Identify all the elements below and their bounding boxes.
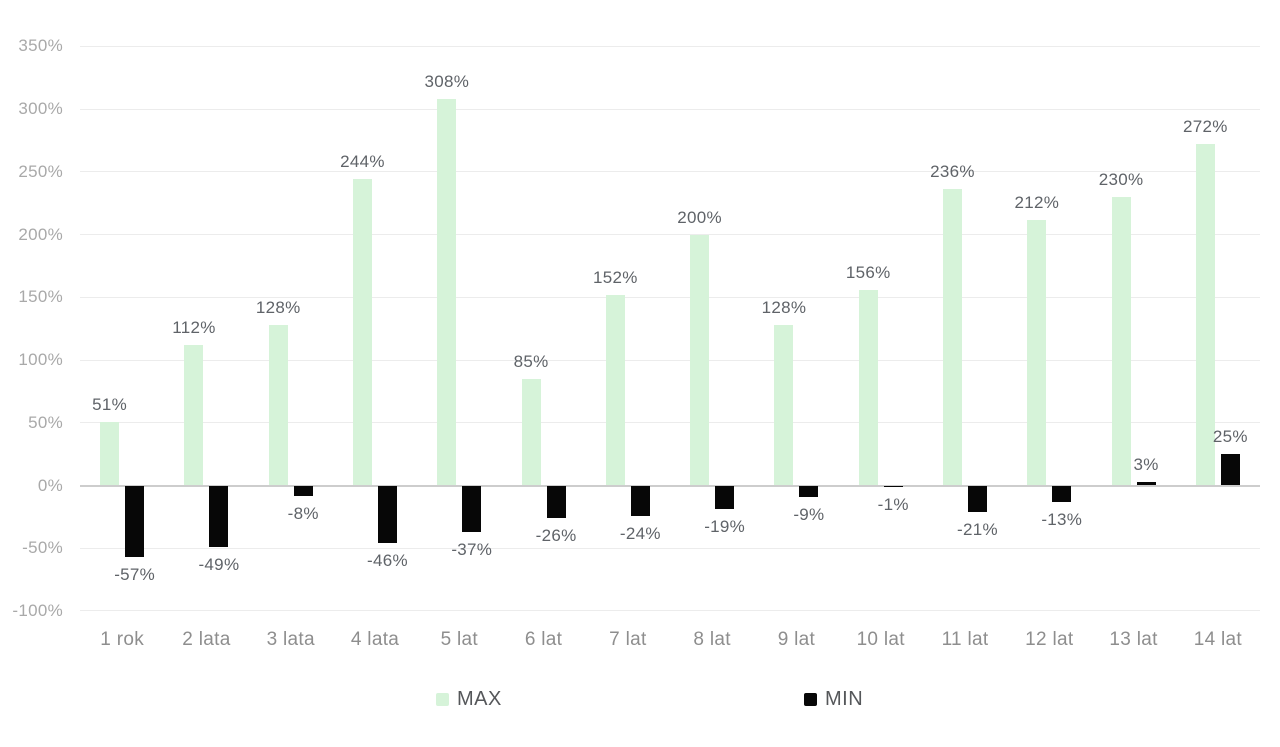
y-axis-tick-label: 150% [18, 287, 63, 307]
bar-min [630, 485, 650, 516]
gridline [80, 296, 1260, 298]
bar-min [883, 485, 903, 487]
data-label-max: 85% [513, 351, 549, 371]
data-label-min: 3% [1133, 454, 1159, 474]
bar-max [184, 345, 204, 486]
legend-label-min: MIN [825, 688, 864, 710]
y-axis-tick-label: 300% [18, 99, 63, 119]
gridline [80, 359, 1260, 361]
x-axis-category-label: 12 lat [1025, 629, 1074, 650]
bar-min [1220, 454, 1240, 486]
data-label-max: 128% [761, 297, 807, 317]
data-label-min: -57% [114, 564, 156, 584]
bar-min [209, 485, 229, 547]
data-label-max: 128% [255, 297, 301, 317]
data-label-min: 25% [1212, 427, 1248, 447]
zero-axis-line [80, 484, 1260, 487]
data-label-min: -21% [957, 519, 998, 539]
data-label-min: -13% [1041, 509, 1083, 529]
data-label-max: 51% [92, 394, 128, 414]
bar-min [715, 485, 735, 510]
bar-min [1052, 485, 1072, 502]
x-axis-category-label: 9 lat [777, 629, 816, 650]
bar-min [378, 485, 397, 544]
y-axis-tick-label: 200% [18, 224, 63, 244]
data-label-max: 152% [593, 267, 638, 287]
bar-min [125, 485, 145, 557]
y-axis-tick-label: 50% [28, 412, 63, 432]
bar-min [968, 485, 987, 512]
data-label-max: 212% [1014, 192, 1060, 212]
data-label-max: 200% [677, 207, 722, 227]
data-label-min: -8% [287, 503, 319, 523]
data-label-min: -24% [619, 523, 661, 543]
min-series-swatch-icon [804, 693, 817, 706]
bar-max [1027, 219, 1047, 486]
data-label-max: 236% [930, 162, 975, 182]
x-axis-category-label: 14 lat [1193, 629, 1242, 650]
gridline [80, 45, 1260, 47]
bar-max [605, 294, 625, 486]
x-axis-category-label: 5 lat [440, 629, 478, 650]
gridline [80, 171, 1260, 173]
bar-max [1111, 197, 1131, 486]
legend-item-min: MIN [804, 688, 863, 711]
legend-label-max: MAX [457, 688, 502, 710]
gridline [80, 422, 1260, 424]
bar-max [521, 378, 541, 486]
bar-min [799, 485, 819, 497]
data-label-min: -9% [793, 504, 825, 524]
x-axis-category-label: 3 lata [266, 629, 315, 650]
bar-max [943, 189, 962, 486]
bar-max [858, 289, 878, 486]
y-axis-tick-label: -100% [12, 600, 63, 620]
bar-min [546, 485, 566, 519]
bar-min [1136, 481, 1156, 486]
legend-item-max: MAX [436, 688, 502, 711]
data-label-min: -19% [704, 517, 746, 537]
data-label-min: -37% [451, 539, 493, 559]
y-axis-tick-label: 100% [18, 350, 63, 370]
bar-max [1195, 144, 1215, 486]
bar-max [437, 99, 457, 486]
data-label-min: -1% [877, 494, 909, 514]
x-axis-category-label: 4 lata [350, 629, 400, 650]
x-axis-category-label: 1 rok [100, 629, 145, 650]
data-label-max: 156% [845, 262, 891, 282]
bar-max [353, 179, 372, 486]
gridline [80, 234, 1260, 236]
gridline [80, 547, 1260, 549]
x-axis-category-label: 7 lat [609, 629, 647, 650]
data-label-min: -26% [535, 526, 577, 546]
bar-max [268, 324, 288, 486]
data-label-min: -46% [367, 551, 408, 571]
max-series-swatch-icon [436, 693, 449, 706]
x-axis-category-label: 8 lat [693, 629, 731, 650]
x-axis-category-label: 10 lat [856, 629, 905, 650]
y-axis-tick-label: 0% [37, 475, 63, 495]
x-axis-category-label: 11 lat [941, 629, 989, 650]
y-axis-tick-label: -50% [22, 538, 63, 558]
data-label-min: -49% [198, 554, 240, 574]
gridline [80, 108, 1260, 110]
bar-min [293, 485, 313, 496]
data-label-max: 272% [1183, 117, 1228, 137]
y-axis-tick-label: 350% [18, 36, 63, 56]
data-label-max: 244% [340, 152, 385, 172]
bar-min [462, 485, 482, 532]
y-axis-tick-label: 250% [18, 161, 63, 181]
gridline [80, 610, 1260, 612]
x-axis-category-label: 2 lata [182, 629, 231, 650]
data-label-max: 308% [424, 72, 470, 92]
data-label-max: 230% [1098, 170, 1144, 189]
bar-max [690, 234, 710, 486]
bar-max [774, 324, 794, 486]
bar-max [100, 421, 120, 486]
x-axis-category-label: 13 lat [1109, 629, 1158, 650]
x-axis-category-label: 6 lat [524, 629, 563, 650]
data-label-max: 112% [172, 318, 216, 338]
